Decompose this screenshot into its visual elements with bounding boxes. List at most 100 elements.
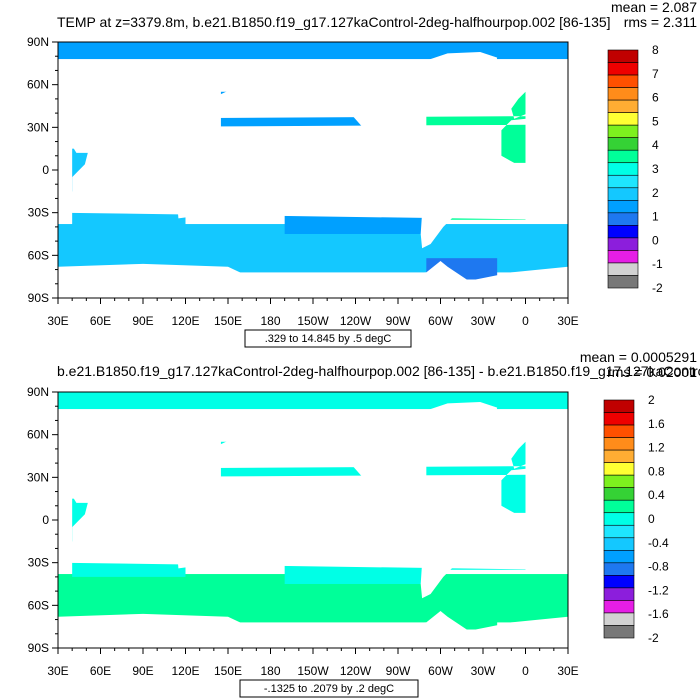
colorbar-swatch <box>603 487 635 501</box>
lon-tick-label: 120W <box>340 664 372 678</box>
lon-tick-label: 30W <box>471 664 496 678</box>
land-eurasia <box>58 411 564 515</box>
colorbar-swatch <box>603 587 635 601</box>
colorbar-swatch <box>607 187 639 201</box>
temp-panel-title: TEMP at z=3379.8m, b.e21.B1850.f19_g17.1… <box>57 14 611 30</box>
colorbar-label: 5 <box>652 114 659 128</box>
colorbar-swatch <box>603 524 635 539</box>
lon-tick-label: 90W <box>386 314 411 328</box>
lon-tick-label: 30E <box>47 314 68 328</box>
colorbar-swatch <box>603 537 635 551</box>
lon-tick-label: 120W <box>340 314 372 328</box>
colorbar-swatch <box>603 474 635 488</box>
lon-tick-label: 0 <box>522 314 529 328</box>
difference-panel-contour-info: -.1325 to .2079 by .2 degC <box>264 683 394 695</box>
lon-tick-label: 180 <box>260 314 280 328</box>
difference-panel-mean: mean = 0.0005291 <box>580 349 697 365</box>
colorbar-swatch <box>603 437 635 451</box>
colorbar-swatch <box>607 149 639 164</box>
lat-tick-label: 90N <box>27 385 49 399</box>
lat-tick-label: 60S <box>28 248 49 262</box>
lat-tick-label: 60N <box>27 428 49 442</box>
lon-tick-label: 60W <box>428 314 453 328</box>
lat-tick-label: 90N <box>27 35 49 49</box>
difference-panel: b.e21.B1850.f19_g17.127kaControl-2deg-ha… <box>27 349 700 698</box>
colorbar-swatch <box>603 562 635 576</box>
lon-tick-label: 150W <box>297 314 329 328</box>
colorbar-swatch <box>607 137 639 151</box>
lat-tick-label: 60N <box>27 78 49 92</box>
difference-panel-rms: rms = 0.02001 <box>607 364 697 380</box>
lat-tick-label: 30S <box>28 556 49 570</box>
lon-tick-label: 150W <box>297 664 329 678</box>
ocean-region-arctic-ocean <box>58 42 568 60</box>
colorbar-label: 1.6 <box>648 417 665 431</box>
colorbar-swatch <box>603 399 635 413</box>
lat-tick-label: 90S <box>28 641 49 655</box>
colorbar-swatch <box>607 49 639 63</box>
lon-tick-label: 30E <box>47 664 68 678</box>
colorbar-swatch <box>603 625 635 639</box>
land-australia <box>177 185 233 224</box>
lat-tick-label: 30N <box>27 120 49 134</box>
colorbar-swatch <box>607 275 639 289</box>
lat-tick-label: 60S <box>28 598 49 612</box>
colorbar-swatch <box>603 612 635 626</box>
lon-tick-label: 30E <box>557 664 578 678</box>
lon-tick-label: 30E <box>557 314 578 328</box>
colorbar-swatch <box>607 250 639 264</box>
land-antarctica <box>58 611 568 648</box>
colorbar-swatch <box>607 99 639 113</box>
colorbar-swatch <box>607 112 639 126</box>
colorbar-label: 4 <box>652 138 659 152</box>
colorbar-swatch <box>603 462 635 476</box>
ocean-region-arctic-ocean <box>58 392 568 410</box>
lon-tick-label: 0 <box>522 664 529 678</box>
colorbar-label: 0 <box>652 233 659 247</box>
colorbar-swatch <box>607 237 639 251</box>
colorbar-label: -0.8 <box>648 560 669 574</box>
colorbar-label: -1.2 <box>648 583 669 597</box>
land-eurasia <box>58 61 564 165</box>
temp-panel: TEMP at z=3379.8m, b.e21.B1850.f19_g17.1… <box>27 0 697 348</box>
colorbar-label: -2 <box>648 631 659 645</box>
land-australia <box>177 535 233 574</box>
colorbar-swatch <box>603 412 635 426</box>
colorbar-label: 2 <box>648 393 655 407</box>
temp-panel-contour-info-box <box>244 329 412 348</box>
colorbar-label: 1.2 <box>648 441 665 455</box>
colorbar-swatch <box>607 162 639 176</box>
lon-tick-label: 90E <box>132 664 153 678</box>
colorbar-label: 8 <box>652 43 659 57</box>
colorbar-label: -2 <box>652 281 663 295</box>
colorbar-swatch <box>607 212 639 226</box>
colorbar-label: 1 <box>652 210 659 224</box>
lon-tick-label: 60E <box>90 314 111 328</box>
lon-tick-label: 150E <box>214 664 242 678</box>
colorbar-swatch <box>607 62 639 76</box>
lon-tick-label: 90E <box>132 314 153 328</box>
colorbar-label: 6 <box>652 91 659 105</box>
colorbar-swatch <box>607 174 639 189</box>
colorbar-swatch <box>603 512 635 526</box>
colorbar-label: 7 <box>652 67 659 81</box>
lon-tick-label: 120E <box>171 664 199 678</box>
lon-tick-label: 60W <box>428 664 453 678</box>
colorbar-swatch <box>607 124 639 138</box>
colorbar-swatch <box>607 200 639 214</box>
colorbar-label: 2 <box>652 186 659 200</box>
lat-tick-label: 30S <box>28 206 49 220</box>
land-antarctica <box>58 261 568 298</box>
lat-tick-label: 90S <box>28 291 49 305</box>
temp-panel-contour-info: .329 to 14.845 by .5 degC <box>265 333 392 345</box>
temp-panel-rms: rms = 2.311 <box>624 14 697 30</box>
lat-tick-label: 0 <box>42 163 49 177</box>
lat-tick-label: 0 <box>42 513 49 527</box>
colorbar-label: -1 <box>652 257 663 271</box>
lon-tick-label: 60E <box>90 664 111 678</box>
difference-panel-contour-info-box <box>239 679 419 698</box>
lon-tick-label: 120E <box>171 314 199 328</box>
colorbar-label: 0.4 <box>648 488 665 502</box>
land-africa <box>60 117 569 220</box>
